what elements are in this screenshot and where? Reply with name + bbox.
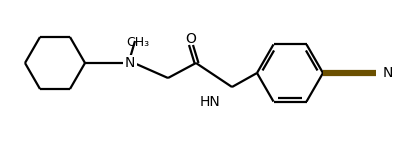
Text: CH₃: CH₃ (127, 36, 150, 49)
Text: N: N (383, 66, 393, 80)
Text: HN: HN (200, 95, 220, 109)
Text: O: O (185, 32, 196, 46)
Text: N: N (125, 56, 135, 70)
